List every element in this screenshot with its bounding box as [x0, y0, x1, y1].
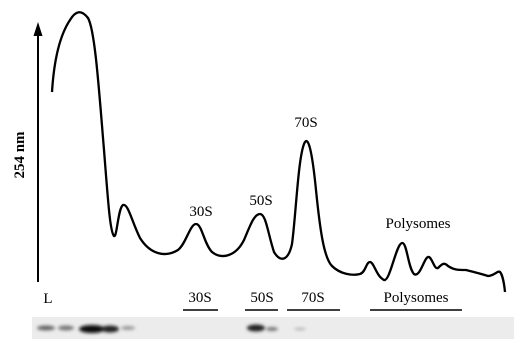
trace	[52, 12, 505, 292]
axis-label: 254 nm	[12, 131, 28, 179]
fraction-label: 30S	[188, 290, 211, 306]
lane-label: L	[43, 291, 52, 307]
peak-label: 70S	[294, 115, 317, 131]
arrow-head	[34, 22, 43, 36]
peak-label: 50S	[249, 193, 272, 209]
fraction-label: Polysomes	[383, 290, 448, 306]
fraction-label: 50S	[250, 290, 273, 306]
peak-label: 30S	[189, 204, 212, 220]
figure: 254 nm 30S 50S 70S Polysomes L 30S 50S 7…	[0, 0, 514, 339]
peak-label: Polysomes	[385, 216, 450, 232]
fraction-label: 70S	[301, 290, 324, 306]
